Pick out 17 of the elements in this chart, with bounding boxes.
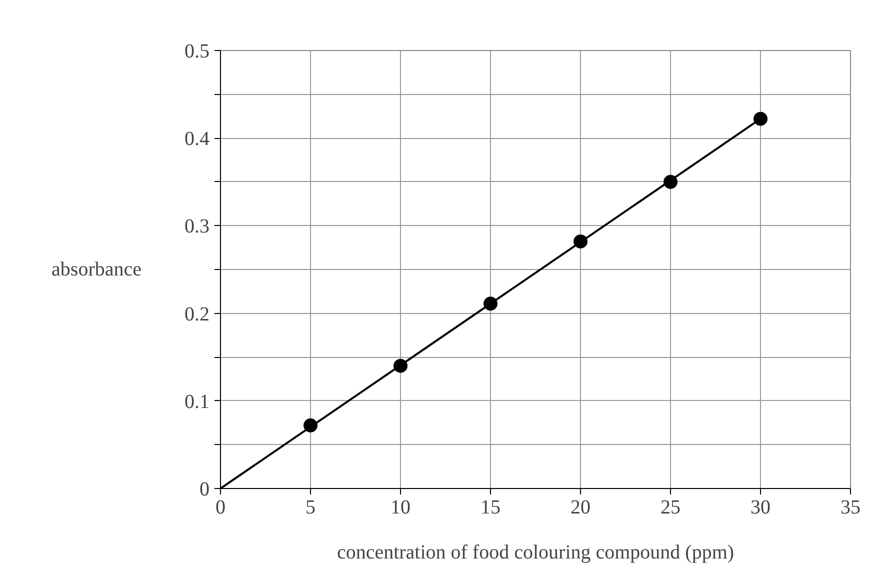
y-tick-label: 0.5 [184,40,210,62]
point [754,112,768,126]
x-tick-label: 0 [216,496,226,518]
x-tick-label: 25 [660,496,680,518]
x-tick-label: 20 [570,496,590,518]
y-tick-label: 0.4 [184,128,210,150]
x-axis-title: concentration of food colouring compound (ppm) [336,542,734,564]
y-tick-label: 0.2 [184,303,210,326]
y-tick-label: 0 [200,478,210,500]
x-tick-label: 30 [750,496,770,518]
y-axis-title: absorbance [52,258,142,280]
y-tick-label: 0.1 [184,390,210,413]
y-tick-label: 0.3 [184,216,210,238]
x-tick-label: 10 [390,496,410,518]
x-tick-label: 15 [480,496,500,518]
x-tick-label: 5 [306,496,316,518]
x-tick-label: 35 [840,496,860,518]
